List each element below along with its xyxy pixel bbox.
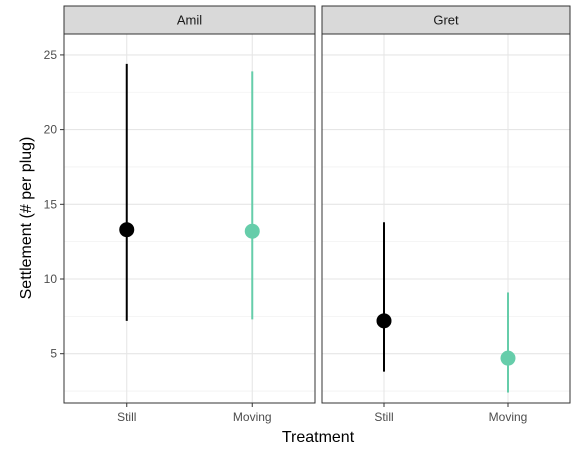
y-axis-title: Settlement (# per plug): [18, 137, 35, 300]
point-moving: [500, 350, 516, 366]
facet-panel-amil: Amil: [63, 5, 316, 404]
y-axis: 5 10 15 20 25: [44, 48, 64, 361]
facet-strip: [63, 5, 316, 35]
x-tick-label: Still: [117, 410, 136, 424]
point-still: [376, 313, 392, 329]
facet-strip-label: Gret: [433, 13, 459, 28]
facet-panels: Amil Gret: [63, 5, 571, 404]
facet-strip: [321, 5, 571, 35]
panel-background: [322, 34, 570, 403]
facet-panel-gret: Gret: [321, 5, 571, 404]
x-tick-label: Moving: [489, 410, 528, 424]
y-tick-label: 5: [50, 347, 57, 361]
y-tick-label: 25: [44, 48, 58, 62]
y-tick-label: 10: [44, 272, 58, 286]
x-axis-title: Treatment: [282, 429, 355, 446]
y-tick-label: 15: [44, 197, 58, 211]
facet-strip-label: Amil: [177, 13, 202, 28]
x-tick-label: Still: [374, 410, 393, 424]
point-still: [119, 222, 135, 238]
point-moving: [244, 223, 260, 239]
panel-background: [64, 34, 315, 403]
y-tick-label: 20: [44, 123, 58, 137]
x-tick-label: Moving: [233, 410, 272, 424]
x-axis: Still Moving Still Moving: [117, 403, 527, 424]
